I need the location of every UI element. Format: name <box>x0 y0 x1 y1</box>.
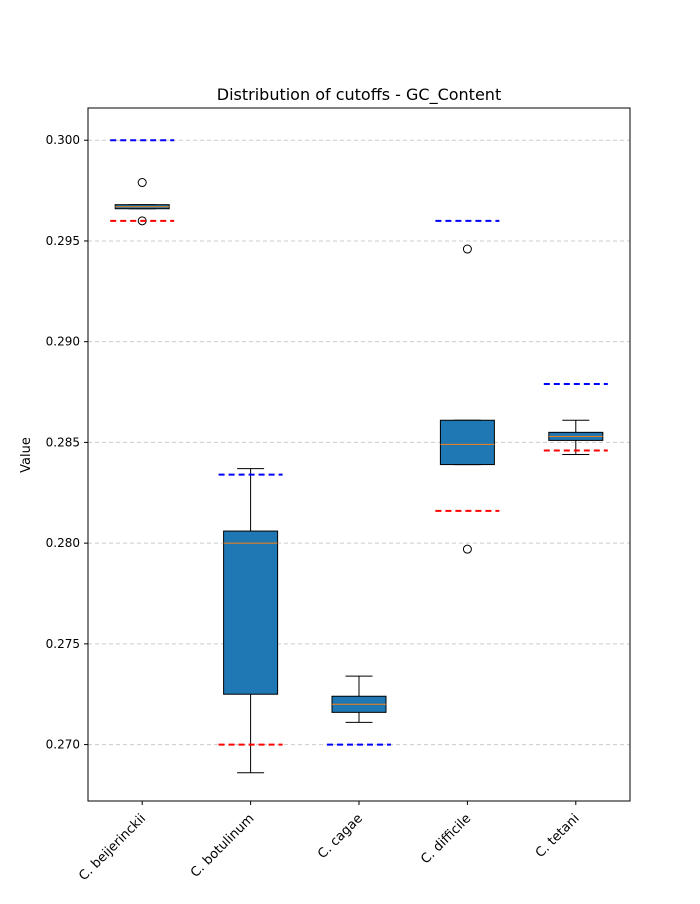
y-axis-ticks: 0.270 0.275 0.280 0.285 0.290 0.295 0.300 <box>46 133 88 752</box>
x-axis-ticks: C. beijerinckii C. botulinum C. cagae C. di… <box>76 801 583 884</box>
y-tick-label: 0.300 <box>46 133 80 147</box>
y-axis-label: Value <box>19 437 34 473</box>
cutoff-lines <box>110 139 608 746</box>
chart-title: Distribution of cutoffs - GC_Content <box>217 85 501 105</box>
x-tick-label: C. difficile <box>418 811 474 867</box>
x-tick-label: C. beijerinckii <box>76 811 149 884</box>
y-tick-label: 0.280 <box>46 536 80 550</box>
box-1 <box>114 178 170 226</box>
y-tick-label: 0.270 <box>46 738 80 752</box>
box-5 <box>548 419 604 455</box>
y-tick-label: 0.290 <box>46 335 80 349</box>
iqr-box <box>223 530 279 695</box>
x-tick-label: C. tetani <box>533 811 583 861</box>
x-tick-label: C. botulinum <box>188 811 257 880</box>
box-3 <box>331 675 387 723</box>
iqr-box <box>439 419 495 466</box>
x-tick-label: C. cagae <box>315 811 366 862</box>
y-tick-label: 0.275 <box>46 637 80 651</box>
y-tick-label: 0.285 <box>46 435 80 449</box>
y-tick-label: 0.295 <box>46 234 80 248</box>
grid-lines <box>88 139 630 746</box>
box-4 <box>439 244 495 554</box>
box-2 <box>223 468 279 774</box>
outlier-point <box>137 178 147 188</box>
outlier-point <box>462 544 472 554</box>
boxes <box>114 178 604 774</box>
outlier-point <box>462 244 472 254</box>
